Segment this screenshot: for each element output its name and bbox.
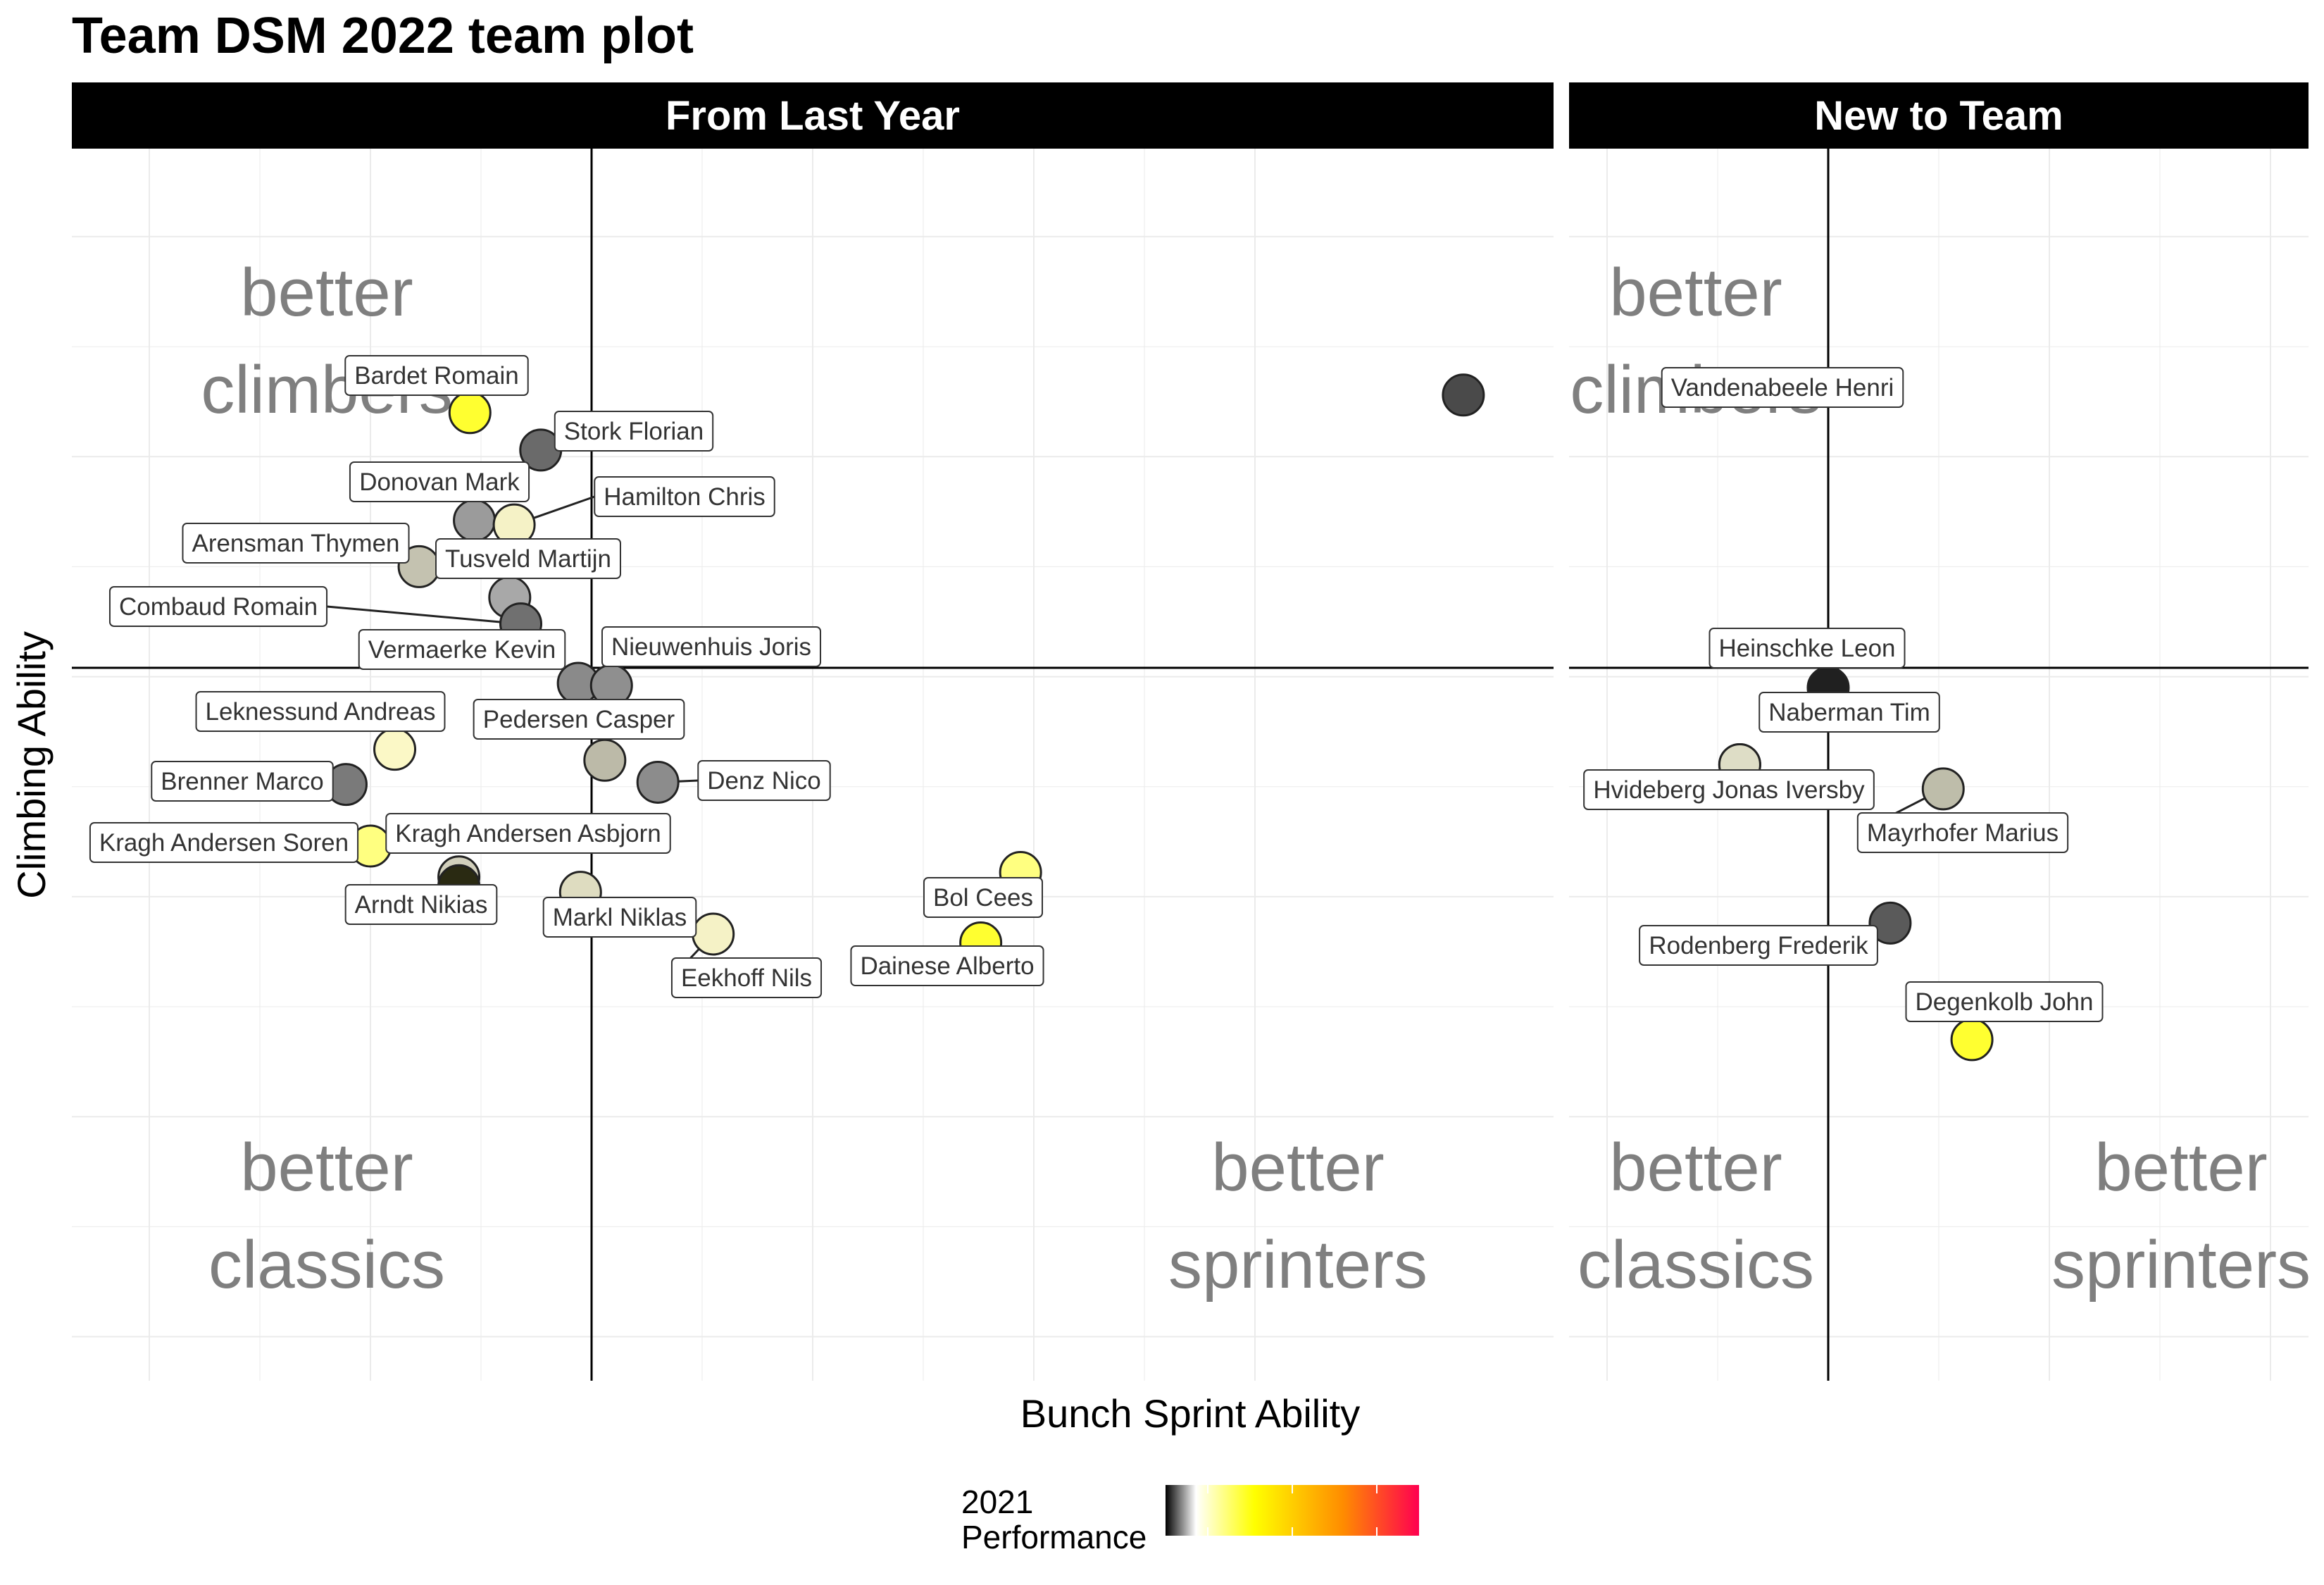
- point-label-text: Rodenberg Frederik: [1649, 932, 1868, 959]
- quadrant-label-bottom-left: better classics: [208, 1130, 445, 1303]
- point-label: Arndt Nikias: [344, 884, 498, 925]
- point-label: Stork Florian: [554, 411, 714, 452]
- strip-label-new-to-team: New to Team: [1814, 93, 2063, 139]
- point-label: Kragh Andersen Soren: [89, 822, 359, 863]
- point-label: Donovan Mark: [349, 461, 530, 502]
- point-label: Vandenabeele Henri: [1661, 367, 1904, 408]
- point-label: Bol Cees: [923, 877, 1044, 918]
- point-label-text: Combaud Romain: [119, 593, 318, 621]
- quadrant-label-bottom-left: better classics: [1578, 1130, 1814, 1303]
- point-label-text: Mayrhofer Marius: [1867, 819, 2059, 847]
- legend-ticks: [1207, 1485, 1377, 1536]
- point-label: Heinschke Leon: [1708, 628, 1906, 669]
- point-label-text: Vermaerke Kevin: [368, 636, 556, 664]
- point-label: Dainese Alberto: [850, 945, 1044, 986]
- point-label-text: Pedersen Casper: [483, 706, 675, 733]
- strip-label-from-last-year: From Last Year: [666, 93, 960, 139]
- data-point: [1921, 767, 1965, 811]
- x-axis-title: Bunch Sprint Ability: [1020, 1391, 1360, 1436]
- point-label-text: Bardet Romain: [354, 362, 518, 390]
- data-point: [583, 738, 627, 782]
- y-axis-title: Climbing Ability: [9, 631, 54, 899]
- legend-title: 2021 Performance: [961, 1484, 1147, 1555]
- point-label: Pedersen Casper: [473, 699, 685, 740]
- point-label: Nieuwenhuis Joris: [601, 626, 822, 667]
- point-label-text: Naberman Tim: [1768, 699, 1930, 726]
- point-label-text: Dainese Alberto: [860, 952, 1034, 980]
- point-label: Kragh Andersen Asbjorn: [385, 813, 671, 854]
- point-label-text: Markl Niklas: [553, 904, 687, 931]
- point-label-text: Denz Nico: [707, 767, 820, 795]
- point-label: Arensman Thymen: [182, 523, 410, 564]
- point-label: Tusveld Martijn: [435, 538, 621, 579]
- point-label-text: Kragh Andersen Asbjorn: [395, 820, 661, 847]
- labels-new-to-team: Vandenabeele Henri Heinschke Leon Naberman…: [1583, 367, 2104, 1022]
- data-point: [692, 912, 735, 956]
- point-label-text: Stork Florian: [564, 418, 704, 445]
- point-label-text: Brenner Marco: [161, 768, 323, 795]
- point-label: Rodenberg Frederik: [1639, 925, 1878, 966]
- point-label-text: Vandenabeele Henri: [1671, 374, 1894, 402]
- panel-from-last-year: From Last Year better climbers better clas…: [72, 82, 1554, 1381]
- data-point: [1868, 901, 1912, 945]
- point-label: Hamilton Chris: [594, 476, 775, 517]
- label-connector: [326, 605, 521, 626]
- point-label-text: Tusveld Martijn: [445, 545, 611, 573]
- data-point: [1950, 1018, 1994, 1062]
- point-label: Combaud Romain: [108, 586, 328, 627]
- labels-from-last-year: Bardet Romain Stork Florian Donovan Mark Ha…: [89, 355, 1044, 998]
- data-point: [453, 499, 496, 542]
- point-label-text: Kragh Andersen Soren: [99, 829, 349, 857]
- data-point: [1442, 373, 1485, 417]
- strip-from-last-year: [72, 82, 1554, 149]
- point-label-text: Eekhoff Nils: [681, 964, 812, 992]
- point-label: Bardet Romain: [344, 355, 529, 396]
- point-label-text: Leknessund Andreas: [206, 698, 436, 726]
- point-label-text: Degenkolb John: [1916, 988, 2094, 1016]
- point-label: Denz Nico: [697, 760, 831, 801]
- point-label-text: Hvideberg Jonas Iversby: [1593, 776, 1865, 804]
- point-label-text: Arensman Thymen: [192, 530, 399, 557]
- quadrant-labels-from-last-year: better climbers better classics better spri…: [201, 255, 1427, 1303]
- point-label: Degenkolb John: [1905, 981, 2104, 1022]
- data-point: [636, 760, 680, 804]
- point-label-text: Nieuwenhuis Joris: [611, 633, 811, 661]
- data-point: [373, 728, 417, 771]
- point-label: Naberman Tim: [1758, 692, 1940, 733]
- point-label-text: Arndt Nikias: [355, 891, 488, 919]
- data-point: [448, 391, 492, 435]
- point-label: Brenner Marco: [151, 761, 334, 802]
- point-label: Eekhoff Nils: [670, 957, 823, 998]
- strip-new-to-team: [1569, 82, 2309, 149]
- point-label: Markl Niklas: [542, 897, 697, 938]
- point-label-text: Hamilton Chris: [604, 483, 766, 511]
- point-label-text: Heinschke Leon: [1719, 635, 1896, 662]
- point-label: Leknessund Andreas: [195, 691, 446, 732]
- point-label-text: Bol Cees: [933, 884, 1033, 912]
- quadrant-label-bottom-right: better sprinters: [1168, 1130, 1427, 1303]
- quadrant-label-bottom-right: better sprinters: [2051, 1130, 2311, 1303]
- legend: 2021 Performance: [961, 1484, 1419, 1555]
- point-label: Mayrhofer Marius: [1856, 812, 2069, 853]
- point-label-text: Donovan Mark: [359, 468, 520, 496]
- gridlines-from-last-year: [72, 149, 1554, 1381]
- point-label: Vermaerke Kevin: [358, 629, 566, 670]
- point-label: Hvideberg Jonas Iversby: [1583, 769, 1875, 810]
- chart-title: Team DSM 2022 team plot: [72, 8, 694, 64]
